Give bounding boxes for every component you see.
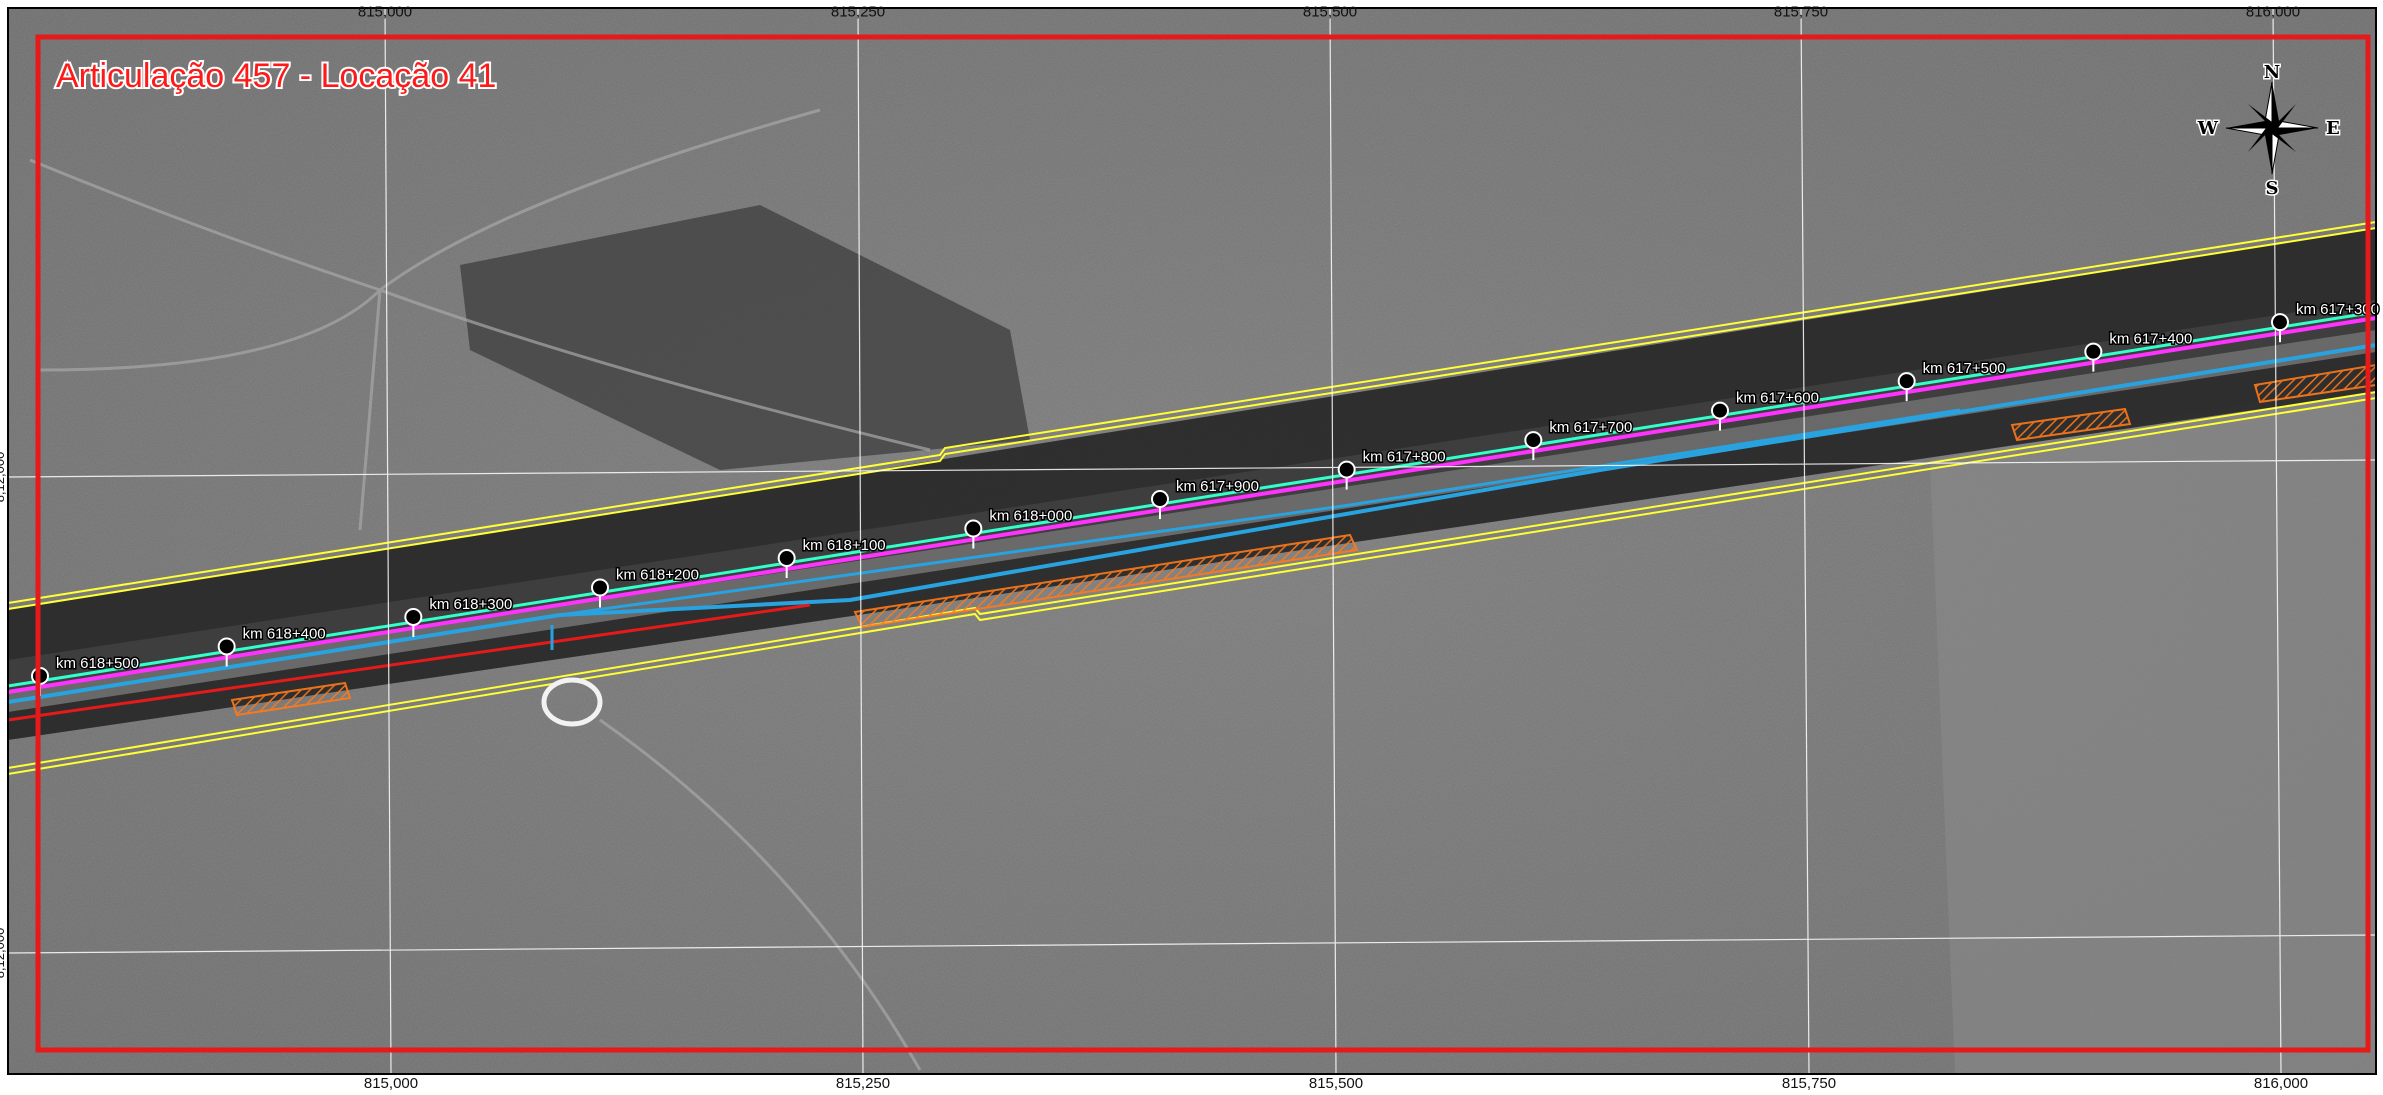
map-neatline (7, 7, 2377, 1075)
grid-label-bottom: 816,000 (2254, 1075, 2308, 1090)
grid-line-horizontal (7, 934, 2377, 954)
grid-tick-labels: 815,000 815,000 815,250 815,250 815,500 815,5… (0, 3, 2308, 1092)
km-marker[interactable]: km 617+900 (1151, 477, 1260, 520)
km-marker-label: km 618+400 (243, 625, 326, 642)
grid-line-horizontal (7, 459, 2377, 478)
map-pin-icon (777, 549, 796, 568)
road (8, 330, 2376, 712)
km-marker-label: km 618+000 (989, 508, 1072, 525)
map-pin-icon (1524, 431, 1543, 450)
km-marker-label: km 617+900 (1176, 478, 1259, 495)
km-marker[interactable]: km 617+500 (1897, 359, 2007, 402)
compass-rose-icon: N S E W (2195, 61, 2341, 201)
coordinate-grid (7, 7, 2377, 1075)
grid-label-left: 8,12,000 (0, 928, 7, 979)
km-marker[interactable]: km 618+400 (217, 624, 327, 667)
map-pin-icon (404, 607, 423, 626)
compass-west-label: W (2197, 118, 2219, 139)
km-marker-label: km 618+100 (803, 537, 886, 554)
map-pin-icon (591, 578, 609, 597)
compass-south-label: S (2266, 178, 2279, 199)
compass-north-label: N (2264, 62, 2280, 83)
grid-line-vertical (384, 7, 392, 1075)
km-marker-label: km 618+300 (429, 596, 512, 613)
km-marker-label: km 617+700 (1549, 419, 1632, 436)
km-marker[interactable]: km 618+300 (404, 594, 514, 637)
km-marker[interactable]: km 617+800 (1337, 447, 1447, 490)
km-marker-label: km 617+800 (1363, 449, 1446, 466)
km-marker-label: km 618+200 (616, 567, 699, 584)
grid-line-vertical (857, 7, 864, 1075)
trails (29, 108, 931, 1071)
map-pin-icon (1151, 490, 1169, 509)
km-marker[interactable]: km 617+300 (2271, 300, 2380, 343)
km-marker-label: km 617+500 (1923, 360, 2006, 377)
vegetation-patch (460, 205, 1030, 470)
map-pin-icon (2084, 342, 2103, 361)
km-marker-label: km 617+400 (2109, 331, 2192, 348)
grid-label-top: 815,000 (358, 3, 412, 20)
crater-ring (541, 677, 603, 727)
grid-line-vertical (1800, 7, 1810, 1075)
km-marker-label: km 617+300 (2296, 301, 2379, 318)
grid-label-bottom: 815,750 (1782, 1075, 1836, 1090)
km-marker-label: km 618+500 (56, 655, 139, 672)
grid-line-vertical (2272, 7, 2282, 1075)
location-frame (35, 34, 2371, 1053)
km-marker[interactable]: km 618+200 (591, 565, 700, 608)
grid-label-top: 815,750 (1774, 3, 1828, 20)
km-marker[interactable]: km 617+400 (2084, 329, 2194, 372)
map-pin-icon (1337, 460, 1356, 479)
grid-label-bottom: 815,500 (1309, 1075, 1363, 1090)
map-title: Articulação 457 - Locação 41 (56, 57, 496, 95)
km-markers: km 618+500 km 618+400 km 618+300 km 618+200… (31, 300, 2380, 696)
map-pin-icon (2271, 313, 2289, 332)
hatched-areas (230, 363, 2377, 717)
grid-label-top: 815,500 (1303, 3, 1357, 20)
km-marker[interactable]: km 618+100 (777, 536, 887, 579)
field-patch (1930, 380, 2376, 1074)
km-marker[interactable]: km 617+700 (1524, 418, 1634, 461)
map-pin-icon (964, 519, 983, 538)
track-lines (7, 310, 2377, 722)
km-marker[interactable]: km 617+600 (1711, 388, 1820, 431)
grid-label-left: 8,12,000 (0, 452, 7, 503)
km-marker[interactable]: km 618+000 (964, 506, 1074, 549)
compass-east-label: E (2326, 118, 2340, 139)
grid-label-bottom: 815,250 (836, 1075, 890, 1090)
grid-label-top: 815,250 (831, 3, 885, 20)
map-pin-icon (1897, 372, 1916, 391)
grid-line-vertical (1329, 7, 1337, 1075)
right-of-way-boundary (7, 221, 2377, 775)
grid-label-bottom: 815,000 (364, 1075, 418, 1090)
map-pin-icon (217, 637, 236, 656)
map-pin-icon (1711, 401, 1729, 420)
grid-label-top: 816,000 (2246, 3, 2300, 20)
km-marker-label: km 617+600 (1736, 390, 1819, 407)
